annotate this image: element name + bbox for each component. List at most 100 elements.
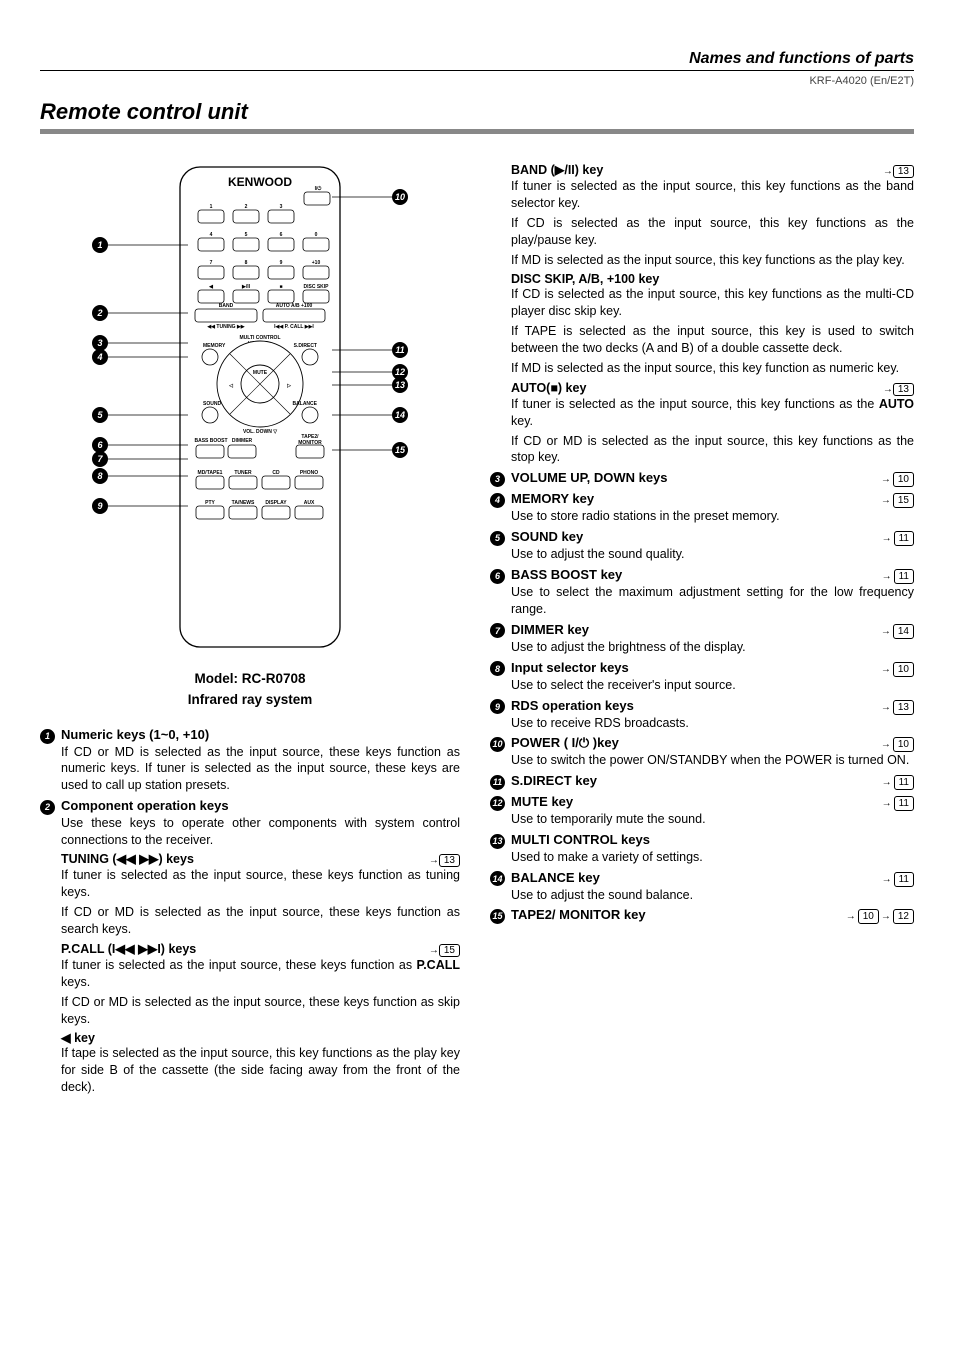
svg-text:PHONO: PHONO <box>300 470 318 476</box>
sub-title: AUTO(■) key→13 <box>490 381 914 396</box>
desc-body: Used to make a variety of settings. <box>490 849 914 866</box>
desc-title-label: TAPE2/ MONITOR key <box>511 907 840 922</box>
svg-text:◀: ◀ <box>208 284 213 290</box>
desc-body: If TAPE is selected as the input source,… <box>490 323 914 357</box>
remote-model: Model: RC-R0708 <box>40 671 460 686</box>
desc-body: If CD is selected as the input source, t… <box>490 286 914 320</box>
remote-svg: KENWOOD I/⏻ 1234560789+10 ◀▶/II■DISC SKI… <box>70 162 430 662</box>
right-first-subs: BAND (▶/II) key→13If tuner is selected a… <box>490 162 914 466</box>
svg-text:BALANCE: BALANCE <box>293 401 318 407</box>
desc-item-8: 8Input selector keys→10Use to select the… <box>490 660 914 694</box>
callout-num-icon: 10 <box>490 737 505 752</box>
svg-text:MUTE: MUTE <box>253 370 268 376</box>
page-ref: →11 <box>882 872 914 887</box>
desc-title-label: MULTI CONTROL keys <box>511 832 914 847</box>
desc-body: If tuner is selected as the input source… <box>40 867 460 901</box>
desc-body: Use to switch the power ON/STANDBY when … <box>490 752 914 769</box>
desc-item-3: 3VOLUME UP, DOWN keys→10 <box>490 470 914 487</box>
svg-text:2: 2 <box>96 308 102 318</box>
desc-item-12: 12MUTE key→11Use to temporarily mute the… <box>490 794 914 828</box>
svg-text:14: 14 <box>395 410 405 420</box>
svg-text:15: 15 <box>395 445 406 455</box>
svg-text:S.DIRECT: S.DIRECT <box>294 343 317 349</box>
svg-text:MD/TAPE1: MD/TAPE1 <box>198 470 223 476</box>
page-ref: →11 <box>882 775 914 790</box>
callout-num-icon: 9 <box>490 699 505 714</box>
desc-title-label: DIMMER key <box>511 622 875 637</box>
svg-text:DIMMER: DIMMER <box>232 438 253 444</box>
desc-body: If CD or MD is selected as the input sou… <box>40 994 460 1028</box>
callout-num-icon: 13 <box>490 834 505 849</box>
desc-title-label: POWER ( I/⏻ )key <box>511 735 875 751</box>
svg-text:+10: +10 <box>312 260 321 266</box>
callout-num-icon: 2 <box>40 800 55 815</box>
desc-title-label: MEMORY key <box>511 491 875 506</box>
content-columns: KENWOOD I/⏻ 1234560789+10 ◀▶/II■DISC SKI… <box>40 162 914 1100</box>
page-ref: →10 <box>881 662 914 677</box>
desc-body: Use to adjust the brightness of the disp… <box>490 639 914 656</box>
page-ref: →13 <box>429 852 460 867</box>
desc-title: 5SOUND key→11 <box>490 529 914 546</box>
remote-system: Infrared ray system <box>40 692 460 707</box>
svg-text:I◀◀ P. CALL ▶▶I: I◀◀ P. CALL ▶▶I <box>274 324 314 330</box>
desc-title: 6BASS BOOST key→11 <box>490 567 914 584</box>
remote-diagram: KENWOOD I/⏻ 1234560789+10 ◀▶/II■DISC SKI… <box>40 162 460 707</box>
desc-title-label: RDS operation keys <box>511 698 875 713</box>
svg-text:◀◀ TUNING ▶▶: ◀◀ TUNING ▶▶ <box>206 324 245 330</box>
desc-body: Use to temporarily mute the sound. <box>490 811 914 828</box>
svg-text:SOUND: SOUND <box>203 401 221 407</box>
model-code: KRF-A4020 (En/E2T) <box>40 75 914 87</box>
svg-text:7: 7 <box>210 260 213 266</box>
desc-body: Use these keys to operate other componen… <box>40 815 460 849</box>
svg-text:PTY: PTY <box>205 500 215 506</box>
svg-text:MEMORY: MEMORY <box>203 343 226 349</box>
desc-title-label: Component operation keys <box>61 798 460 813</box>
desc-body: If tuner is selected as the input source… <box>490 178 914 212</box>
desc-sub: DISC SKIP, A/B, +100 keyIf CD is selecte… <box>490 272 914 376</box>
desc-body: If MD is selected as the input source, t… <box>490 252 914 269</box>
desc-title: 4 MEMORY key →15 <box>490 491 914 508</box>
section-header: Names and functions of parts <box>40 50 914 71</box>
callout-num-icon: 8 <box>490 661 505 676</box>
page-title: Remote control unit <box>40 99 914 134</box>
page-ref: →11 <box>882 531 914 546</box>
svg-text:DISPLAY: DISPLAY <box>265 500 287 506</box>
svg-text:4: 4 <box>96 352 102 362</box>
desc-title: 1Numeric keys (1~0, +10) <box>40 727 460 744</box>
desc-body: If tape is selected as the input source,… <box>40 1045 460 1096</box>
page-ref: →15 <box>881 493 914 508</box>
callout-num-icon: 3 <box>490 472 505 487</box>
svg-text:TA/NEWS: TA/NEWS <box>232 500 255 506</box>
desc-title-label: S.DIRECT key <box>511 773 876 788</box>
desc-title: 13 MULTI CONTROL keys <box>490 832 914 849</box>
brand-label: KENWOOD <box>228 175 292 189</box>
desc-sub: BAND (▶/II) key→13If tuner is selected a… <box>490 162 914 268</box>
desc-body: If CD or MD is selected as the input sou… <box>40 904 460 938</box>
desc-body: Use to adjust the sound balance. <box>490 887 914 904</box>
desc-title-label: MUTE key <box>511 794 876 809</box>
page-ref: →11 <box>882 796 914 811</box>
desc-item-2: 2 Component operation keys Use these keys … <box>40 798 460 1096</box>
svg-text:5: 5 <box>245 232 248 238</box>
desc-title: 15TAPE2/ MONITOR key→10 →12 <box>490 907 914 924</box>
svg-text:10: 10 <box>395 192 405 202</box>
sub-title: P.CALL (I◀◀ ▶▶I) keys→15 <box>40 941 460 957</box>
svg-text:0: 0 <box>315 232 318 238</box>
svg-text:8: 8 <box>97 471 102 481</box>
page-ref: →10 <box>881 472 914 487</box>
desc-body: Use to receive RDS broadcasts. <box>490 715 914 732</box>
desc-title-label: Input selector keys <box>511 660 875 675</box>
svg-text:4: 4 <box>210 232 213 238</box>
svg-text:1: 1 <box>210 204 213 210</box>
svg-text:■: ■ <box>279 284 282 290</box>
desc-title: 11S.DIRECT key→11 <box>490 773 914 790</box>
header-block: Names and functions of parts KRF-A4020 (… <box>40 50 914 87</box>
svg-text:BASS BOOST: BASS BOOST <box>194 438 227 444</box>
callout-num-icon: 4 <box>490 493 505 508</box>
page-ref: →13 <box>883 163 914 178</box>
left-descriptions: 1Numeric keys (1~0, +10) If CD or MD is s… <box>40 727 460 1096</box>
desc-title-label: BALANCE key <box>511 870 876 885</box>
desc-body: Use to select the maximum adjustment set… <box>490 584 914 618</box>
desc-body: Use to store radio stations in the prese… <box>490 508 914 525</box>
sub-title: TUNING (◀◀ ▶▶) keys→13 <box>40 851 460 867</box>
